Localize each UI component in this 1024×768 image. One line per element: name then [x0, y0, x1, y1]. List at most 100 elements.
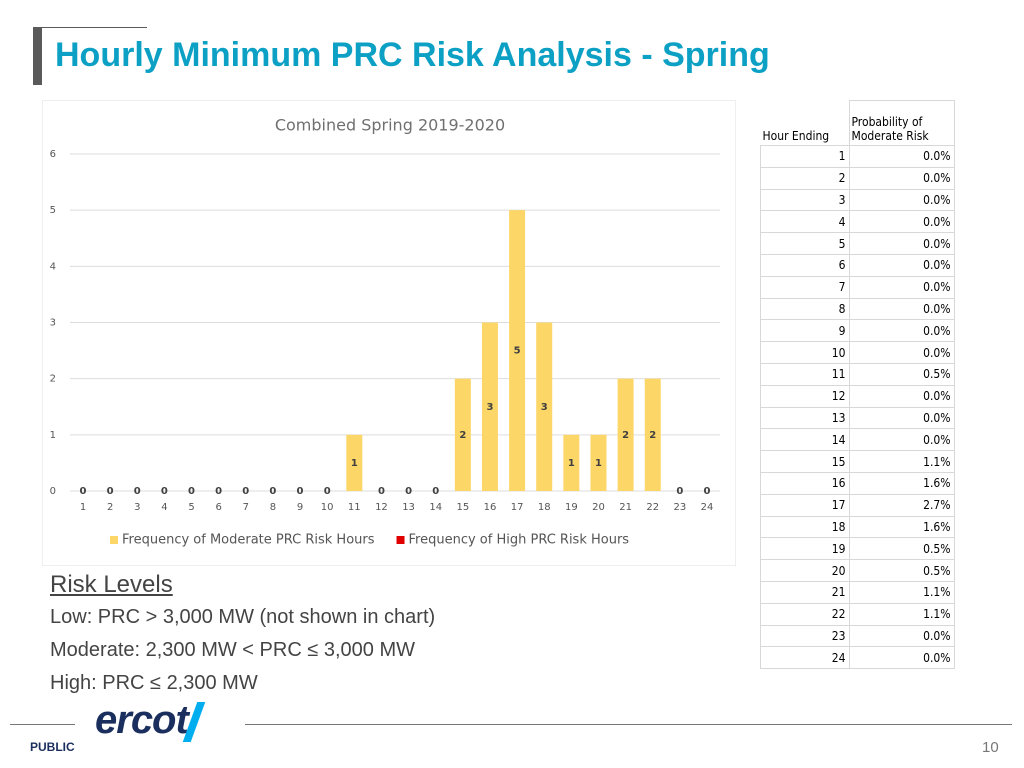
table-row: 13 0.0% [760, 406, 955, 430]
x-tick-label: 6 [215, 502, 221, 513]
table-cell: 13 [760, 406, 850, 430]
table-cell: 1.6% [848, 471, 955, 495]
data-label: 5 [514, 346, 521, 357]
table-cell: 0.0% [848, 646, 955, 670]
y-tick-label: 6 [50, 149, 56, 160]
table-cell: 16 [760, 471, 850, 495]
table-cell: 17 [760, 493, 850, 517]
title-accent [33, 27, 42, 85]
bar [617, 378, 634, 491]
x-tick-label: 20 [592, 502, 605, 513]
table-row: 1 0.0% [760, 145, 955, 168]
table-row: 11 0.5% [760, 362, 955, 386]
data-label: 0 [432, 486, 439, 497]
table-row: 10 0.0% [760, 341, 955, 364]
table-cell: 0.0% [848, 406, 955, 430]
table-cell: 0.0% [848, 428, 955, 452]
data-label: 0 [107, 486, 114, 497]
x-tick-label: 19 [565, 502, 578, 513]
x-tick-label: 4 [161, 502, 167, 513]
x-tick-label: 9 [297, 502, 303, 513]
bar [536, 322, 553, 491]
chart-title: Combined Spring 2019-2020 [275, 116, 505, 135]
header-cell: Hour Ending [762, 129, 830, 143]
risk-item: High: PRC ≤ 2,300 MW [50, 672, 258, 694]
legend-label: Frequency of High PRC Risk Hours [409, 533, 630, 548]
bar [563, 434, 580, 491]
x-tick-label: 8 [270, 502, 276, 513]
table-cell: 4 [760, 210, 850, 234]
risk-item: Moderate: 2,300 MW < PRC ≤ 3,000 MW [50, 639, 415, 661]
table-row: 20 0.5% [760, 559, 955, 582]
table-row: 2 0.0% [760, 166, 955, 190]
probability-table: Hour Ending Probability of Moderate Risk… [760, 100, 955, 670]
table-cell: 8 [760, 297, 850, 321]
data-label: 0 [242, 486, 249, 497]
x-tick-label: 1 [80, 502, 86, 513]
data-label: 0 [324, 486, 331, 497]
x-tick-label: 11 [348, 502, 361, 513]
x-tick-label: 17 [511, 502, 524, 513]
table-cell: 15 [760, 450, 850, 473]
table-cell: 14 [760, 428, 850, 452]
table-cell: 5 [760, 232, 850, 255]
x-tick-label: 5 [188, 502, 194, 513]
x-tick-label: 7 [243, 502, 249, 513]
classification: PUBLIC [30, 740, 75, 754]
data-label: 1 [595, 458, 602, 469]
x-tick-label: 18 [538, 502, 551, 513]
table-row: 6 0.0% [760, 253, 955, 277]
table-row: 14 0.0% [760, 428, 955, 452]
table-cell: 10 [760, 341, 850, 364]
x-tick-label: 14 [429, 502, 442, 513]
bar [346, 434, 363, 491]
table-cell: 19 [760, 537, 850, 561]
table-row: 16 1.6% [760, 471, 955, 495]
x-tick-label: 3 [134, 502, 140, 513]
table-row: 17 2.7% [760, 493, 955, 517]
y-tick-label: 3 [50, 318, 56, 329]
bar [481, 322, 498, 491]
table-cell: 23 [760, 624, 850, 648]
chart: Combined Spring 2019-2020 01234561020304… [42, 100, 736, 566]
x-tick-label: 15 [456, 502, 469, 513]
table-cell: 0.0% [848, 319, 955, 343]
table-row: 9 0.0% [760, 319, 955, 343]
x-tick-label: 24 [701, 502, 714, 513]
y-tick-label: 2 [50, 374, 56, 385]
x-tick-label: 13 [402, 502, 415, 513]
y-tick-label: 5 [50, 205, 56, 216]
table-cell: 20 [760, 559, 850, 582]
table-cell: 9 [760, 319, 850, 343]
table-row: 5 0.0% [760, 232, 955, 255]
x-tick-label: 16 [484, 502, 497, 513]
risk-levels: Risk Levels Low: PRC > 3,000 MW (not sho… [50, 568, 435, 700]
table-row: 24 0.0% [760, 646, 955, 670]
table-cell: 6 [760, 253, 850, 277]
data-label: 2 [622, 430, 629, 441]
data-label: 0 [188, 486, 195, 497]
title-rule [42, 27, 147, 28]
bar [454, 378, 471, 491]
table-row: 18 1.6% [760, 515, 955, 539]
table-row: 21 1.1% [760, 580, 955, 604]
data-label: 2 [459, 430, 466, 441]
table-cell: 1 [760, 145, 850, 168]
footer-rule [10, 724, 75, 725]
x-tick-label: 21 [619, 502, 632, 513]
data-label: 3 [486, 402, 493, 413]
table-cell: 0.0% [848, 253, 955, 277]
table-cell: 3 [760, 188, 850, 212]
x-tick-label: 2 [107, 502, 113, 513]
data-label: 0 [134, 486, 141, 497]
chart-frame [42, 100, 736, 566]
data-label: 0 [378, 486, 385, 497]
table-cell: 1.1% [848, 450, 955, 473]
table-row: 7 0.0% [760, 275, 955, 299]
table-cell: 0.0% [848, 384, 955, 408]
page-number: 10 [982, 739, 999, 756]
bar [644, 378, 661, 491]
logo-mark [182, 702, 236, 742]
x-tick-label: 22 [646, 502, 659, 513]
data-label: 3 [541, 402, 548, 413]
